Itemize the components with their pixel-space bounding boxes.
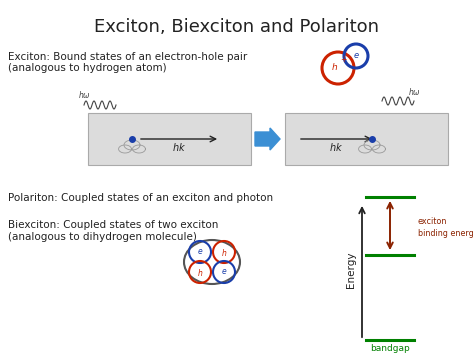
- Text: $hk$: $hk$: [329, 141, 344, 153]
- Text: Polariton: Coupled states of an exciton and photon: Polariton: Coupled states of an exciton …: [8, 193, 273, 203]
- Text: Biexciton: Coupled states of two exciton: Biexciton: Coupled states of two exciton: [8, 220, 219, 230]
- Bar: [88, 113, 251, 165]
- Text: $h\omega$: $h\omega$: [78, 89, 91, 100]
- Bar: [285, 113, 448, 165]
- Text: (analogous to hydrogen atom): (analogous to hydrogen atom): [8, 63, 167, 73]
- Text: $h$: $h$: [331, 60, 338, 71]
- Text: $h\omega$: $h\omega$: [408, 86, 421, 97]
- FancyArrow shape: [255, 128, 280, 150]
- Text: Exciton, Biexciton and Polariton: Exciton, Biexciton and Polariton: [94, 18, 380, 36]
- Text: bandgap: bandgap: [370, 344, 410, 353]
- Text: $h$: $h$: [221, 246, 227, 257]
- Text: (analogous to dihydrogen molecule): (analogous to dihydrogen molecule): [8, 232, 197, 242]
- Text: $hk$: $hk$: [172, 141, 186, 153]
- Text: $e$: $e$: [221, 268, 227, 277]
- Text: $e$: $e$: [197, 247, 203, 257]
- Text: $h$: $h$: [197, 267, 203, 278]
- Text: Exciton: Bound states of an electron-hole pair: Exciton: Bound states of an electron-hol…: [8, 52, 247, 62]
- Text: +: +: [340, 55, 346, 64]
- Text: Energy: Energy: [346, 252, 356, 288]
- Text: $e$: $e$: [353, 51, 359, 60]
- Text: exciton
binding energy: exciton binding energy: [418, 218, 474, 237]
